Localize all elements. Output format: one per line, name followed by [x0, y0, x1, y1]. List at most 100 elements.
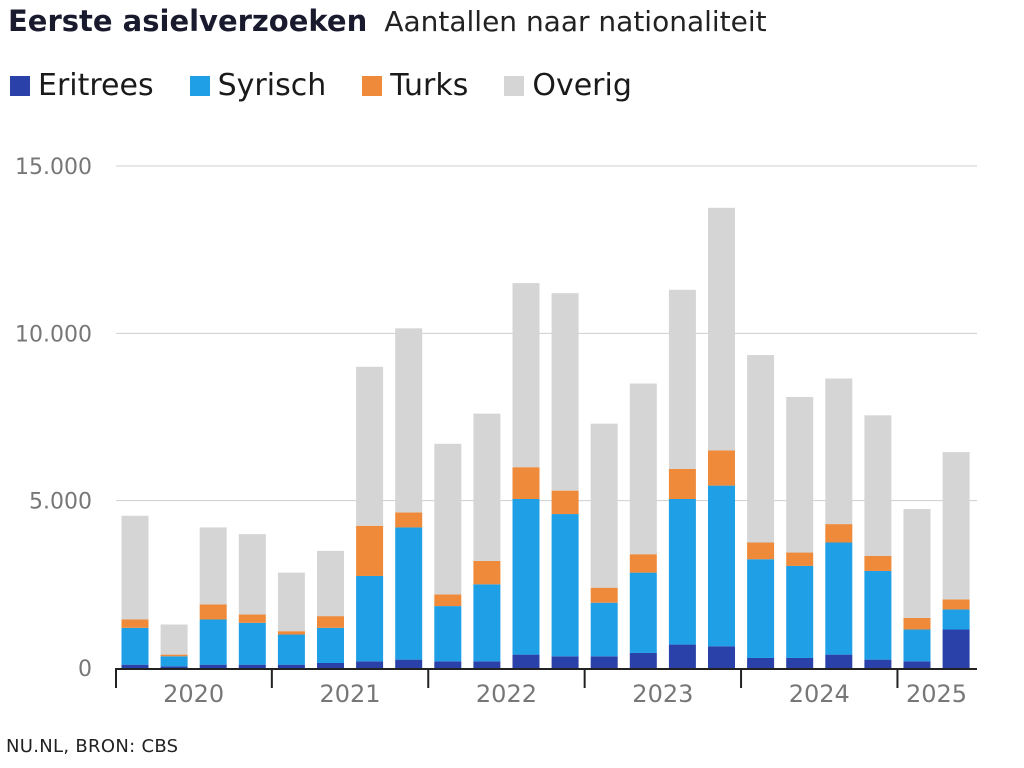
legend-swatch: [189, 75, 210, 96]
bar-segment-syrisch: [903, 629, 931, 662]
bar-segment-eritrees: [825, 654, 853, 668]
bar-segment-overig: [864, 415, 892, 556]
legend-label: Syrisch: [217, 68, 327, 103]
bar-segment-turks: [395, 512, 423, 528]
bar-segment-overig: [668, 289, 696, 469]
bar-segment-syrisch: [356, 575, 384, 662]
bar-segment-syrisch: [121, 627, 149, 665]
bar-segment-turks: [551, 490, 579, 515]
legend-label: Turks: [390, 68, 469, 103]
bar-segment-syrisch: [942, 609, 970, 630]
bar-segment-syrisch: [708, 485, 735, 647]
bar-segment-overig: [551, 293, 579, 491]
bar-segment-turks: [590, 587, 618, 603]
y-tick-label: 0: [78, 657, 92, 682]
bar-segment-turks: [434, 594, 462, 607]
bar-segment-turks: [708, 450, 735, 486]
bar-segment-eritrees: [238, 664, 266, 668]
bar-segment-syrisch: [434, 606, 462, 662]
y-tick-label: 10.000: [15, 322, 92, 347]
bar-segment-turks: [512, 467, 540, 499]
bar-segment-overig: [238, 534, 266, 615]
legend-item-eritrees: Eritrees: [10, 68, 154, 103]
bar-segment-turks: [356, 525, 384, 576]
bar-segment-eritrees: [434, 661, 462, 668]
y-tick-label: 5.000: [29, 490, 92, 515]
bar-segment-overig: [629, 383, 657, 555]
bar-segment-turks: [277, 631, 305, 635]
bar-segment-overig: [434, 443, 462, 595]
bar-segment-eritrees: [668, 644, 696, 668]
legend-label: Eritrees: [38, 68, 154, 103]
bar-segment-eritrees: [708, 646, 735, 668]
x-tick-label: 2021: [320, 680, 381, 708]
x-tick-label: 2024: [789, 680, 850, 708]
bar-segment-syrisch: [238, 622, 266, 665]
bar-segment-syrisch: [747, 559, 775, 658]
bar-segment-turks: [903, 617, 931, 630]
bar-segment-turks: [121, 619, 149, 628]
bar-segment-syrisch: [668, 498, 696, 645]
bar-segment-eritrees: [590, 656, 618, 668]
x-tick-label: 2023: [632, 680, 693, 708]
bar-segment-syrisch: [590, 602, 618, 657]
bar-segment-eritrees: [551, 656, 579, 668]
bar-segment-turks: [199, 604, 227, 620]
legend-swatch: [10, 75, 30, 96]
bar-segment-syrisch: [317, 627, 344, 663]
bar-segment-syrisch: [512, 498, 540, 655]
bar-segment-eritrees: [356, 661, 384, 668]
bar-segment-turks: [238, 614, 266, 623]
bar-segment-eritrees: [121, 664, 149, 668]
bar-segment-turks: [317, 616, 344, 628]
bar-segment-overig: [786, 396, 814, 553]
bar-segment-eritrees: [395, 659, 423, 668]
bar-segment-eritrees: [277, 664, 305, 668]
bar-segment-overig: [512, 283, 540, 468]
bar-segment-turks: [747, 542, 775, 560]
x-tick-label: 2025: [906, 680, 967, 708]
bar-segment-syrisch: [864, 570, 892, 660]
y-tick-label: 15.000: [15, 155, 92, 180]
bar-segment-eritrees: [903, 661, 931, 668]
bar-segment-eritrees: [512, 654, 540, 668]
bar-segment-syrisch: [277, 634, 305, 665]
bar-segment-turks: [864, 555, 892, 571]
bar-segment-overig: [277, 572, 305, 632]
bar-segment-eritrees: [629, 652, 657, 668]
chart-legend: Eritrees Syrisch Turks Overig: [10, 68, 668, 103]
bar-segment-overig: [317, 550, 344, 617]
bar-segment-overig: [356, 366, 384, 526]
bar-segment-overig: [747, 355, 775, 543]
legend-item-syrisch: Syrisch: [189, 68, 327, 103]
bar-segment-turks: [629, 554, 657, 573]
bar-segment-turks: [942, 599, 970, 610]
bar-segment-turks: [473, 560, 501, 585]
bar-segment-syrisch: [473, 584, 501, 662]
bar-segment-overig: [121, 515, 149, 620]
bar-segment-eritrees: [317, 662, 344, 668]
bar-segment-eritrees: [786, 657, 814, 668]
bar-segment-eritrees: [473, 661, 501, 668]
bar-segment-syrisch: [160, 656, 188, 667]
bar-segment-turks: [668, 468, 696, 499]
bar-segment-syrisch: [395, 527, 423, 660]
bar-segment-overig: [473, 413, 501, 561]
bar-segment-overig: [590, 423, 618, 588]
bar-segment-overig: [160, 624, 188, 655]
bar-segment-overig: [708, 207, 735, 451]
bar-segment-eritrees: [864, 659, 892, 668]
legend-swatch: [504, 75, 525, 96]
bar-segment-eritrees: [199, 664, 227, 668]
bar-segment-turks: [786, 552, 814, 566]
legend-label: Overig: [532, 68, 632, 103]
bar-segment-syrisch: [629, 572, 657, 653]
bar-segment-overig: [942, 452, 970, 600]
bar-segment-syrisch: [825, 542, 853, 655]
source-note: NU.NL, BRON: CBS: [6, 736, 179, 757]
legend-item-overig: Overig: [504, 68, 632, 103]
bar-segment-syrisch: [551, 514, 579, 657]
x-tick-label: 2022: [476, 680, 537, 708]
bar-segment-syrisch: [199, 619, 227, 665]
